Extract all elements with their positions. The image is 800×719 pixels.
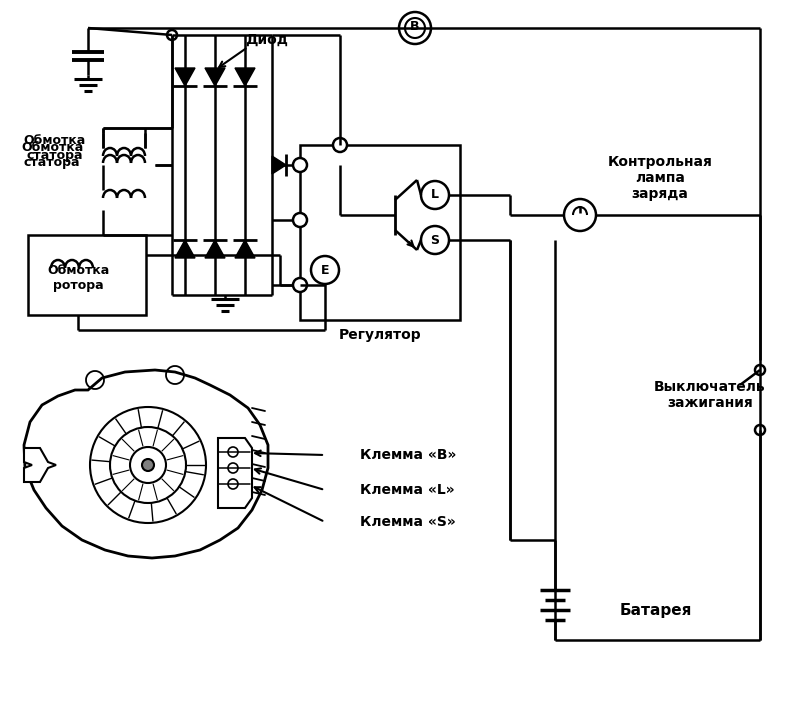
Circle shape — [755, 365, 765, 375]
Circle shape — [421, 226, 449, 254]
Text: Обмотка
статора: Обмотка статора — [21, 141, 83, 169]
Circle shape — [228, 447, 238, 457]
Circle shape — [167, 30, 177, 40]
Circle shape — [142, 459, 154, 471]
Text: Клемма «B»: Клемма «B» — [360, 448, 456, 462]
Bar — [300, 145, 460, 320]
Circle shape — [130, 447, 166, 483]
Circle shape — [755, 425, 765, 435]
Text: E: E — [321, 263, 330, 277]
Circle shape — [228, 463, 238, 473]
Text: Клемма «S»: Клемма «S» — [360, 515, 456, 529]
Polygon shape — [235, 68, 255, 86]
Text: Обмотка
ротора: Обмотка ротора — [47, 264, 109, 292]
Text: B: B — [410, 21, 420, 34]
Text: Выключатель
зажигания: Выключатель зажигания — [654, 380, 766, 410]
Polygon shape — [175, 240, 195, 258]
Circle shape — [399, 12, 431, 44]
Text: Контрольная
лампа
заряда: Контрольная лампа заряда — [607, 155, 713, 201]
Text: Батарея: Батарея — [620, 603, 692, 618]
Text: Регулятор: Регулятор — [338, 328, 422, 342]
Circle shape — [110, 427, 186, 503]
Circle shape — [90, 407, 206, 523]
Circle shape — [293, 213, 307, 227]
Text: Диод: Диод — [245, 33, 288, 47]
Circle shape — [228, 479, 238, 489]
Polygon shape — [175, 68, 195, 86]
Polygon shape — [205, 68, 225, 86]
Circle shape — [311, 256, 339, 284]
Circle shape — [405, 18, 425, 38]
Text: L: L — [431, 188, 439, 201]
Polygon shape — [205, 240, 225, 258]
Bar — [28, 235, 146, 315]
Circle shape — [333, 138, 347, 152]
Circle shape — [293, 278, 307, 292]
Text: S: S — [430, 234, 439, 247]
Text: Обмотка
статора: Обмотка статора — [24, 134, 86, 162]
Polygon shape — [24, 370, 268, 558]
Polygon shape — [218, 438, 252, 508]
Polygon shape — [24, 448, 56, 482]
Polygon shape — [235, 240, 255, 258]
Text: Клемма «L»: Клемма «L» — [360, 483, 454, 497]
Circle shape — [293, 158, 307, 172]
Circle shape — [564, 199, 596, 231]
Circle shape — [421, 181, 449, 209]
Polygon shape — [272, 156, 286, 174]
